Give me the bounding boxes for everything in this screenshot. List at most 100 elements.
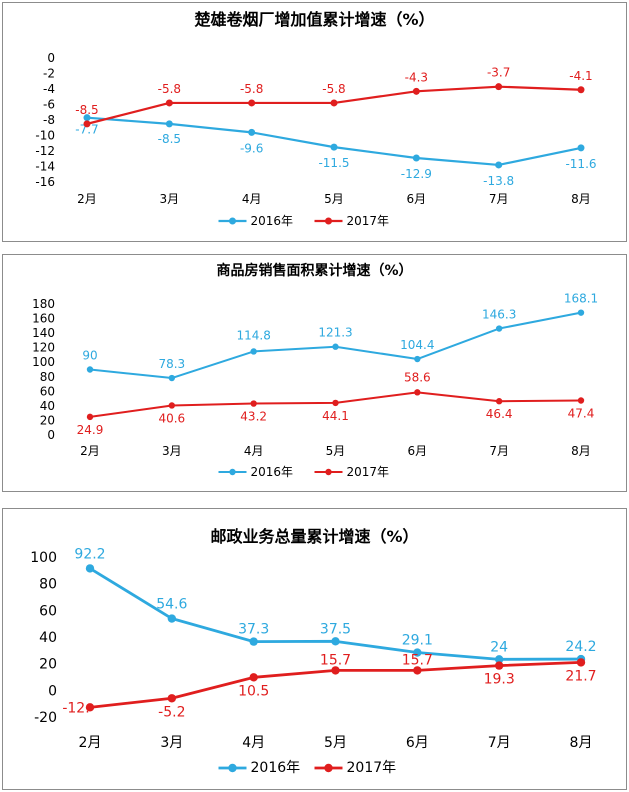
data-point-1	[83, 120, 91, 128]
data-point-0	[494, 655, 504, 664]
data-label-1: 24.9	[77, 423, 104, 437]
y-tick-label: -8	[43, 113, 55, 127]
y-tick-label: 0	[48, 683, 57, 699]
data-label-1: 21.7	[565, 668, 596, 684]
data-label-0: -11.6	[565, 157, 596, 171]
x-tick-label: 7月	[489, 192, 509, 206]
data-label-1: -5.8	[240, 82, 263, 96]
data-label-0: 24	[490, 639, 508, 655]
data-point-1	[332, 399, 339, 407]
y-tick-label: 80	[39, 577, 57, 593]
data-label-1: -5.8	[158, 82, 181, 96]
chart-title: 商品房销售面积累计增速（%）	[216, 262, 412, 279]
data-point-1	[495, 83, 503, 91]
x-tick-label: 8月	[571, 192, 591, 206]
data-label-1: -4.1	[569, 69, 592, 83]
y-tick-label: 140	[32, 326, 55, 340]
data-point-0	[577, 309, 585, 316]
data-label-1: 10.5	[238, 683, 269, 699]
y-tick-label: -14	[35, 160, 55, 174]
x-tick-label: 2月	[80, 444, 100, 458]
data-label-1: -3.7	[487, 66, 510, 80]
y-tick-label: -4	[43, 82, 55, 96]
x-tick-label: 6月	[408, 444, 428, 458]
legend-marker-0	[229, 468, 236, 476]
data-point-1	[495, 398, 503, 405]
data-label-0: 90	[82, 349, 97, 363]
x-tick-label: 3月	[162, 444, 182, 458]
chart-title: 楚雄卷烟厂增加值累计增速（%）	[194, 10, 434, 29]
x-tick-label: 4月	[242, 192, 262, 206]
data-point-1	[577, 86, 585, 94]
data-point-1	[248, 99, 256, 107]
y-tick-label: 80	[40, 370, 55, 384]
legend-marker-1	[325, 217, 332, 225]
x-tick-label: 6月	[407, 192, 427, 206]
data-point-0	[414, 355, 421, 363]
data-point-0	[248, 128, 256, 136]
data-point-1	[168, 402, 176, 409]
data-label-1: -5.2	[158, 704, 185, 720]
data-label-0: 114.8	[236, 328, 270, 342]
y-tick-label: -12	[35, 144, 55, 158]
data-label-0: -7.7	[75, 123, 98, 137]
data-point-0	[332, 343, 339, 350]
legend-label-1: 2017年	[347, 214, 390, 228]
data-label-0: 78.3	[158, 357, 185, 371]
data-point-1	[414, 389, 421, 396]
data-point-0	[331, 637, 340, 646]
y-tick-label: -6	[43, 98, 55, 112]
x-tick-label: 3月	[160, 192, 180, 206]
y-tick-label: 100	[30, 550, 57, 566]
data-label-1: -4.3	[405, 70, 428, 84]
legend-label-1: 2017年	[347, 465, 390, 479]
data-label-0: 54.6	[156, 597, 187, 613]
y-tick-label: 20	[40, 413, 55, 427]
y-tick-label: 180	[32, 297, 55, 311]
data-label-1: -12.	[62, 700, 89, 716]
data-label-0: 168.1	[564, 292, 598, 306]
data-label-1: -5.8	[322, 82, 345, 96]
data-label-1: 44.1	[322, 409, 349, 423]
data-label-0: -9.6	[240, 141, 263, 155]
data-point-1	[577, 397, 585, 404]
x-tick-label: 7月	[488, 735, 511, 751]
data-point-0	[330, 143, 338, 151]
data-point-0	[249, 637, 258, 646]
data-label-0: 146.3	[482, 308, 516, 322]
data-label-1: -8.5	[75, 103, 98, 117]
x-tick-label: 2月	[79, 735, 102, 751]
y-tick-label: 160	[32, 312, 55, 326]
y-tick-label: 40	[40, 399, 55, 413]
data-label-0: 92.2	[74, 546, 105, 562]
data-point-1	[165, 99, 173, 107]
x-tick-label: 8月	[571, 444, 591, 458]
data-point-0	[168, 374, 176, 382]
data-point-0	[83, 114, 91, 122]
y-tick-label: 0	[47, 428, 55, 442]
x-tick-label: 5月	[324, 735, 347, 751]
data-point-1	[412, 87, 420, 95]
data-point-1	[249, 673, 258, 682]
data-label-1: 19.3	[484, 672, 515, 688]
y-tick-label: 120	[32, 341, 55, 355]
y-tick-label: 100	[32, 355, 55, 369]
data-point-1	[86, 413, 94, 421]
y-tick-label: 60	[40, 384, 55, 398]
data-label-0: 37.3	[238, 622, 269, 638]
legend-label-0: 2016年	[251, 760, 301, 776]
y-tick-label: -2	[43, 67, 55, 81]
data-point-1	[167, 694, 177, 703]
data-label-0: -12.9	[401, 167, 432, 181]
y-tick-label: 20	[39, 657, 57, 673]
y-tick-label: 40	[39, 630, 57, 646]
data-point-0	[495, 325, 503, 332]
data-point-1	[494, 661, 504, 670]
data-label-1: 46.4	[486, 407, 513, 421]
data-label-0: 24.2	[565, 639, 596, 655]
x-tick-label: 5月	[326, 444, 346, 458]
chart-panel-postal: 邮政业务总量累计增速（%） 100 80 60 40 20 0 -20 2月 3月 4月 5月 6月 7月…	[2, 508, 627, 790]
legend-marker-0	[228, 763, 237, 773]
data-point-0	[495, 161, 503, 169]
